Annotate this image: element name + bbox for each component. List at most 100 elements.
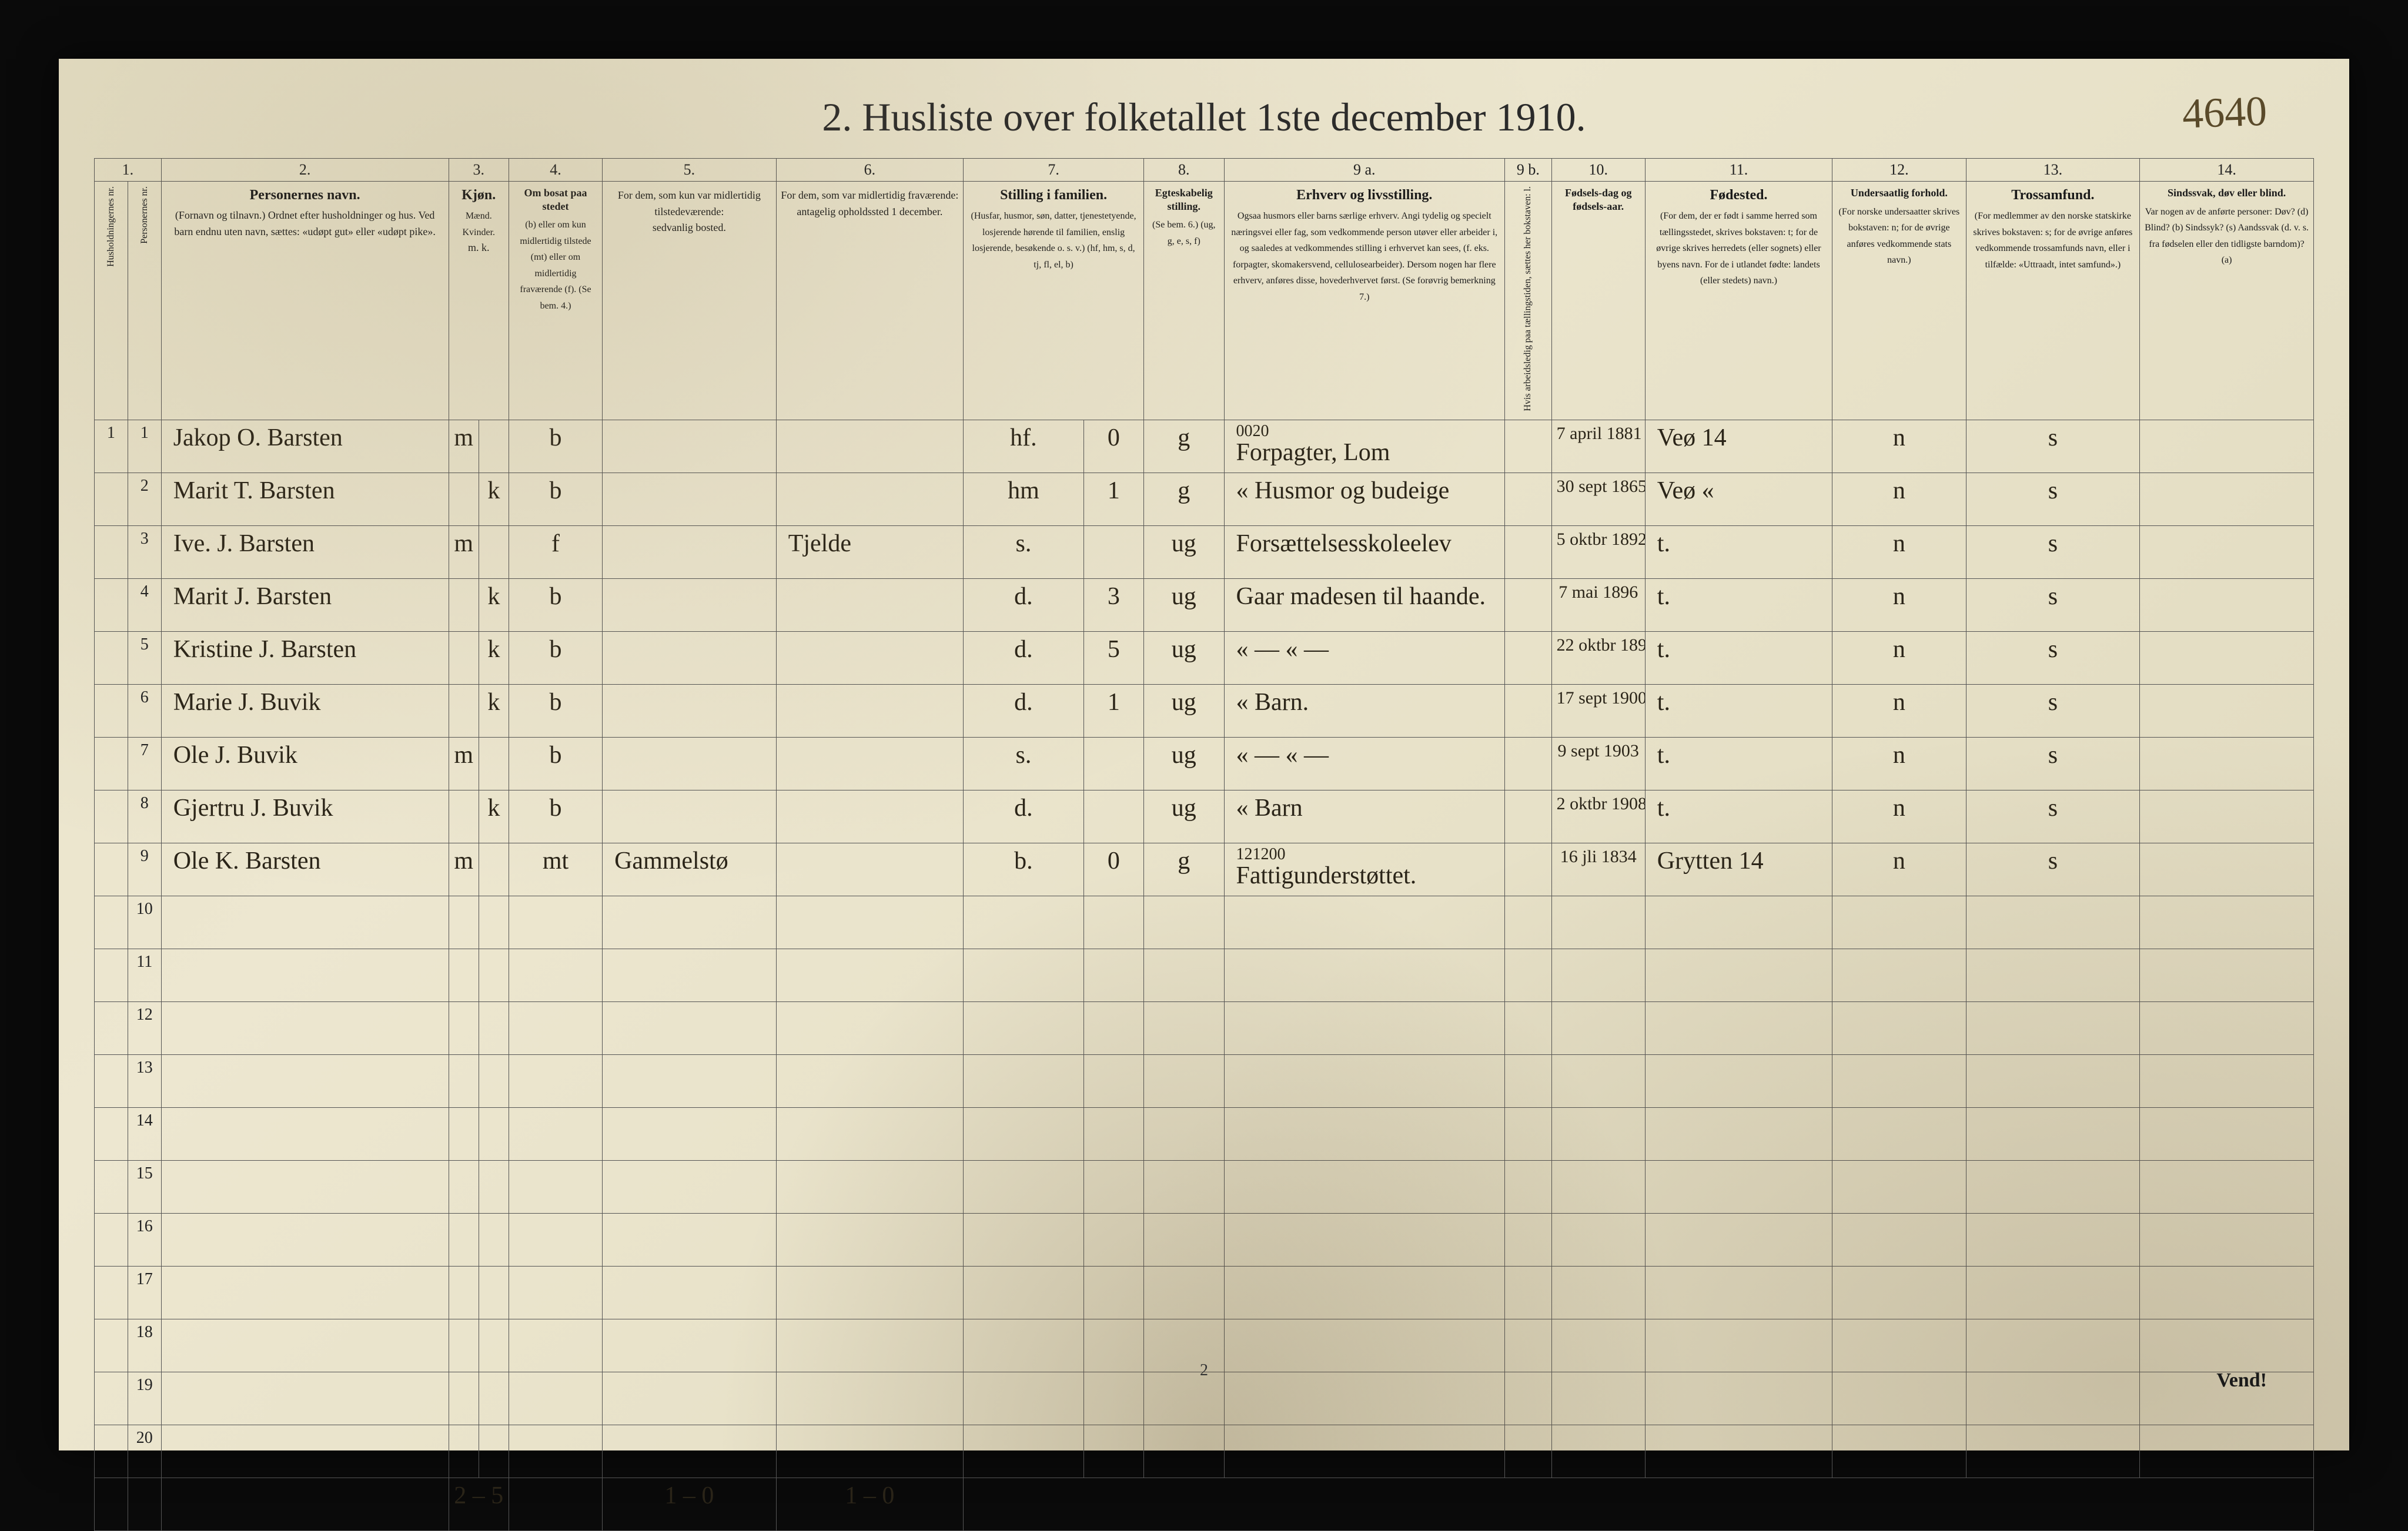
- cell-empty: [449, 1319, 479, 1372]
- cell-sex-m: m: [449, 420, 479, 473]
- cell-name: Marit J. Barsten: [161, 579, 449, 632]
- cell-empty: [603, 1425, 777, 1478]
- cell-empty: [776, 896, 963, 949]
- cell-empty: [1505, 1002, 1552, 1055]
- cell-name: Marie J. Buvik: [161, 685, 449, 738]
- cell-empty: [1832, 1161, 1966, 1214]
- cell-unemployed: [1505, 843, 1552, 896]
- cell-empty: [1505, 949, 1552, 1002]
- cell-marital: g: [1144, 420, 1224, 473]
- cell-empty: [1083, 1319, 1143, 1372]
- cell-empty: [1224, 1319, 1505, 1372]
- cell-empty: [479, 1161, 509, 1214]
- cell-nationality: n: [1832, 632, 1966, 685]
- cell-empty: [1966, 896, 2140, 949]
- table-row: 4Marit J. Barstenkbd.3ugGaar madesen til…: [95, 579, 2314, 632]
- cell-birthdate: 16 jli 1834: [1551, 843, 1645, 896]
- cell-person-nr: 10: [128, 896, 161, 949]
- cell-marital: ug: [1144, 632, 1224, 685]
- cell-family-pos: hm: [964, 473, 1084, 526]
- cell-absent-place: [776, 738, 963, 790]
- cell-residence: b: [509, 790, 602, 843]
- cell-empty: [1083, 1055, 1143, 1108]
- cell-empty: [479, 1002, 509, 1055]
- cell-empty: [161, 1108, 449, 1161]
- cell-empty: [1551, 1425, 1645, 1478]
- colnum: 13.: [1966, 159, 2140, 182]
- colnum: 12.: [1832, 159, 1966, 182]
- cell-birthdate: 7 april 1881: [1551, 420, 1645, 473]
- cell-name: Marit T. Barsten: [161, 473, 449, 526]
- table-row: 17: [95, 1267, 2314, 1319]
- cell-empty: [1083, 1267, 1143, 1319]
- cell-empty: [1505, 1372, 1552, 1425]
- cell-empty: [449, 1108, 479, 1161]
- cell-household-nr: [95, 738, 128, 790]
- cell-empty: [1224, 1425, 1505, 1478]
- cell-empty: [1224, 1002, 1505, 1055]
- cell-empty: [1832, 1425, 1966, 1478]
- cell-religion: s: [1966, 790, 2140, 843]
- table-row: 20: [95, 1425, 2314, 1478]
- cell-empty: [1505, 1108, 1552, 1161]
- cell-absent-place: Tjelde: [776, 526, 963, 579]
- cell-person-nr: 3: [128, 526, 161, 579]
- vend-label: Vend!: [2216, 1369, 2267, 1392]
- cell-empty: [776, 1319, 963, 1372]
- cell-person-nr: 5: [128, 632, 161, 685]
- cell-sex-m: m: [449, 526, 479, 579]
- cell-empty: [603, 896, 777, 949]
- cell-birthplace: Veø «: [1645, 473, 1832, 526]
- cell-empty: [479, 1319, 509, 1372]
- cell-empty: [776, 1372, 963, 1425]
- cell-empty: [964, 1372, 1084, 1425]
- cell-empty: [1966, 1319, 2140, 1372]
- cell-household-nr: [95, 1425, 128, 1478]
- cell-family-pos: d.: [964, 632, 1084, 685]
- colnum: 1.: [95, 159, 162, 182]
- cell-birthplace: t.: [1645, 632, 1832, 685]
- cell-family-note: 3: [1083, 579, 1143, 632]
- cell-family-pos: hf.: [964, 420, 1084, 473]
- cell-empty: [1832, 1319, 1966, 1372]
- cell-birthdate: 9 sept 1903: [1551, 738, 1645, 790]
- cell-residence: b: [509, 420, 602, 473]
- cell-occupation: « Barn.: [1224, 685, 1505, 738]
- cell-disability: [2140, 579, 2314, 632]
- cell-family-note: 0: [1083, 843, 1143, 896]
- cell-empty: [1083, 1425, 1143, 1478]
- cell-empty: [449, 1161, 479, 1214]
- cell-empty: [964, 1055, 1084, 1108]
- cell-birthdate: 17 sept 1900: [1551, 685, 1645, 738]
- cell-empty: [449, 1214, 479, 1267]
- cell-person-nr: 6: [128, 685, 161, 738]
- header-marital: Egteskabelig stilling. (Se bem. 6.) (ug,…: [1144, 182, 1224, 420]
- cell-empty: [1645, 1425, 1832, 1478]
- cell-empty: [449, 1055, 479, 1108]
- census-table: 1. 2. 3. 4. 5. 6. 7. 8. 9 a. 9 b. 10. 11…: [94, 158, 2314, 1531]
- cell-usual-home: [603, 579, 777, 632]
- colnum: 4.: [509, 159, 602, 182]
- cell-household-nr: [95, 790, 128, 843]
- cell-empty: [603, 949, 777, 1002]
- cell-empty: [161, 896, 449, 949]
- cell-empty: [1645, 1055, 1832, 1108]
- cell-person-nr: 4: [128, 579, 161, 632]
- cell-empty: [1505, 1319, 1552, 1372]
- colnum: 2.: [161, 159, 449, 182]
- cell-empty: [449, 1267, 479, 1319]
- cell-nationality: n: [1832, 738, 1966, 790]
- colnum: 7.: [964, 159, 1144, 182]
- cell-household-nr: [95, 843, 128, 896]
- cell-usual-home: [603, 473, 777, 526]
- cell-residence: f: [509, 526, 602, 579]
- cell-family-pos: d.: [964, 790, 1084, 843]
- cell-empty: [1645, 1161, 1832, 1214]
- cell-empty: [603, 1267, 777, 1319]
- cell-sex-m: m: [449, 843, 479, 896]
- cell-empty: [1144, 1002, 1224, 1055]
- cell-religion: s: [1966, 632, 2140, 685]
- table-row: 13: [95, 1055, 2314, 1108]
- cell-family-pos: d.: [964, 685, 1084, 738]
- cell-usual-home: [603, 685, 777, 738]
